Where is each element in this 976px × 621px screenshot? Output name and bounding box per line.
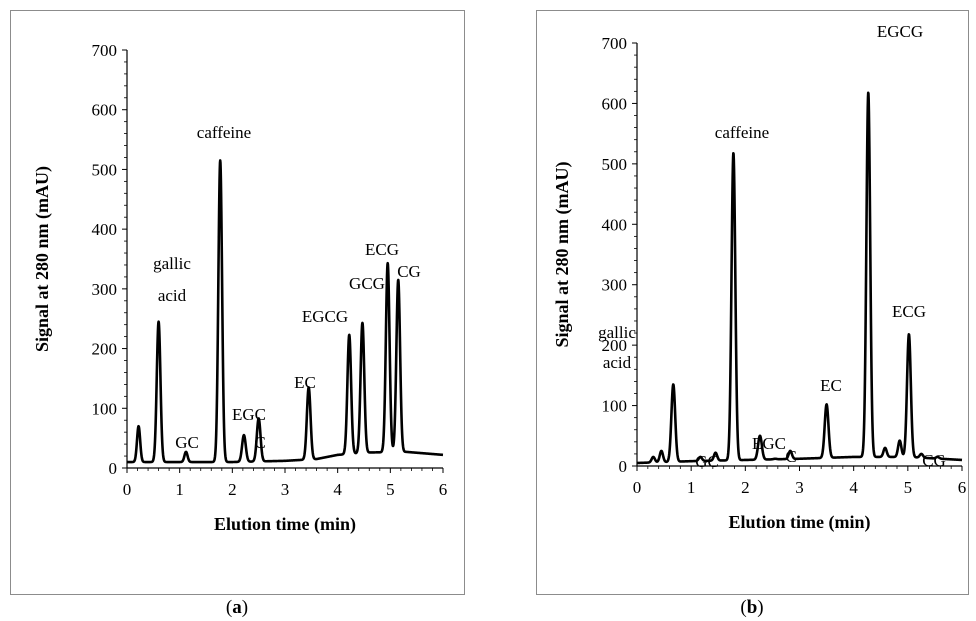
x-tick-label: 4 (333, 480, 342, 499)
caption-a-letter: a (232, 597, 242, 618)
peak-label-gc: GC (175, 433, 199, 452)
y-tick-label: 700 (602, 34, 628, 53)
peak-label-gcg: GCG (349, 274, 385, 293)
x-tick-label: 2 (228, 480, 237, 499)
caption-b-letter: b (746, 597, 758, 618)
y-tick-label: 300 (602, 276, 628, 295)
signal-trace (125, 159, 445, 464)
x-tick-label: 5 (386, 480, 395, 499)
peak-label-gallic-acid: gallic (598, 323, 636, 342)
chart-panel-b: 0 100 200 300 400 500 600 700 0 1 2 3 4 5 6 Elution tim… (536, 10, 969, 595)
x-tick-label: 1 (175, 480, 184, 499)
x-tick-label: 5 (904, 478, 913, 497)
peak-label-ec: EC (294, 373, 316, 392)
peak-label-ecg: ECG (365, 240, 399, 259)
y-tick-label: 500 (92, 160, 118, 179)
peak-label-cg: CG (397, 262, 421, 281)
x-tick-label: 0 (633, 478, 642, 497)
x-tick-label: 0 (123, 480, 132, 499)
y-tick-label: 200 (92, 340, 118, 359)
peak-label-gc: GC (695, 452, 719, 471)
y-axis-title: Signal at 280 nm (mAU) (552, 161, 573, 347)
y-tick-label: 400 (92, 220, 118, 239)
peak-label-ecg: ECG (892, 302, 926, 321)
y-tick-label: 400 (602, 215, 628, 234)
x-tick-label: 3 (281, 480, 290, 499)
x-tick-label: 3 (795, 478, 804, 497)
chromatogram-b: 0 100 200 300 400 500 600 700 0 1 2 3 4 5 6 Elution tim… (552, 22, 966, 533)
x-tick-label: 1 (687, 478, 696, 497)
chart-panel-a: 0 100 200 300 400 500 600 700 0 1 2 3 4 5 6 Elution tim… (10, 10, 465, 595)
x-axis-title: Elution time (min) (214, 514, 356, 535)
x-tick-label: 4 (849, 478, 858, 497)
y-tick-label: 300 (92, 280, 118, 299)
chart-a: 0 100 200 300 400 500 600 700 0 1 2 3 4 5 6 Elution tim… (32, 41, 447, 535)
y-tick-label: 0 (109, 459, 118, 478)
peak-label-caffeine: caffeine (197, 123, 251, 142)
peak-label-gallic-acid: acid (603, 353, 632, 372)
x-tick-label: 6 (439, 480, 448, 499)
peak-label-caffeine: caffeine (715, 123, 769, 142)
y-tick-label: 200 (602, 336, 628, 355)
chart-b: 0 100 200 300 400 500 600 700 0 1 2 3 4 5 6 Elution tim… (552, 22, 966, 533)
peak-label-cg: CG (922, 451, 946, 470)
y-tick-label: 100 (602, 397, 628, 416)
caption-a: (a) (225, 597, 249, 618)
peak-label-ec: EC (820, 376, 842, 395)
y-tick-label: 700 (92, 41, 118, 60)
chromatogram-a: 0 100 200 300 400 500 600 700 0 1 2 3 4 5 6 Elution tim… (32, 41, 447, 535)
caption-b: (b) (740, 597, 764, 618)
signal-trace (635, 91, 964, 465)
peak-label-egc: EGC (232, 405, 266, 424)
peak-label-c: C (254, 433, 265, 452)
y-tick-label: 100 (92, 399, 118, 418)
peak-label-gallic-acid: acid (158, 286, 187, 305)
peak-label-gallic-acid: gallic (153, 254, 191, 273)
y-tick-label: 600 (92, 101, 118, 120)
x-axis-title: Elution time (min) (729, 512, 871, 533)
peak-label-c: C (785, 447, 796, 466)
y-tick-label: 0 (619, 457, 628, 476)
y-tick-label: 500 (602, 155, 628, 174)
peak-label-egc: EGC (752, 434, 786, 453)
peak-label-egcg: EGCG (877, 22, 923, 41)
peak-label-egcg: EGCG (302, 307, 348, 326)
x-tick-label: 6 (958, 478, 967, 497)
y-axis-title: Signal at 280 nm (mAU) (32, 166, 53, 352)
y-tick-label: 600 (602, 94, 628, 113)
x-tick-label: 2 (741, 478, 750, 497)
